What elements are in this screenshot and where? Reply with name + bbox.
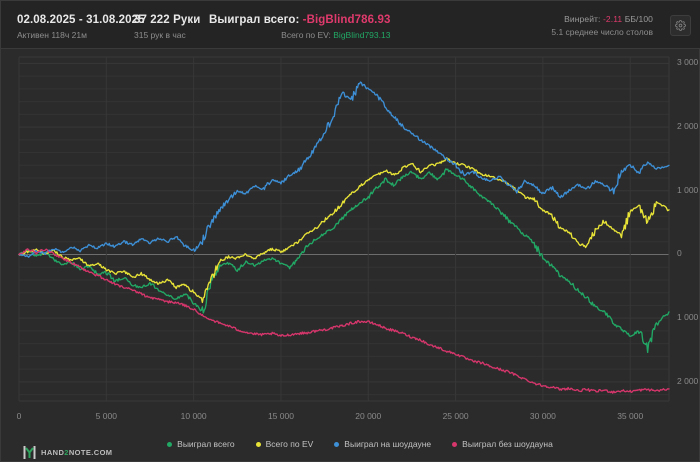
winrate-label: Винрейт: [564,14,601,24]
hands-per-hour-label: 315 рук в час [134,30,186,40]
y-axis-tick-label: 2 000 [677,375,699,386]
x-axis-tick-label: 15 000 [267,411,294,421]
legend-color-dot [452,441,458,447]
watermark-text-a: HAND [41,448,65,457]
won-total-row: Выиграл всего: -BigBlind786.93 [209,14,390,26]
legend-item-ev_total[interactable]: Всего по EV [255,439,314,449]
y-axis-tick-label: 3 000 [677,57,699,68]
x-axis-tick-label: 10 000 [180,411,207,421]
x-axis-tick-label: 35 000 [617,411,644,421]
legend-color-dot [255,441,261,447]
x-axis-tick-label: 0 [16,411,22,421]
ev-total-row: Всего по EV: BigBlind793.13 [209,30,390,40]
stats-header: 02.08.2025 - 31.08.2025 Активен 118ч 21м… [1,1,700,49]
y-axis-tick-label: 2 000 [677,121,699,132]
winrate-unit: ББ/100 [624,14,653,24]
winrate-value: -2.11 [602,14,623,24]
winrate-row: Винрейт: -2.11 ББ/100 [551,14,653,24]
chart-gridlines [18,56,670,402]
hands-count-label: 37 222 Руки [134,14,201,26]
won-total-value: -BigBlind786.93 [302,14,391,26]
hand2note-logo-icon [23,446,36,459]
watermark-text: HAND2NOTE.COM [41,448,112,457]
legend-label: Выиграл без шоудауна [462,439,553,449]
chart-area[interactable]: 3 000 2 000 1 000 0 1 000 2 000 0 5 000 10 000 1… [1,49,700,459]
legend-item-non_showdown[interactable]: Выиграл без шоудауна [452,439,553,449]
chart-series-lines [18,81,670,394]
winnings-block: Выиграл всего: -BigBlind786.93 Всего по … [209,14,390,40]
won-total-label: Выиграл всего: [209,14,300,26]
gear-icon[interactable] [670,15,691,36]
active-time-label: Активен 118ч 21м [17,30,87,40]
legend-label: Выиграл всего [177,439,235,449]
legend-color-dot [334,441,340,447]
x-axis-tick-label: 25 000 [442,411,469,421]
y-axis-tick-label: 1 000 [677,184,699,195]
winrate-block: Винрейт: -2.11 ББ/100 5.1 среднее число … [551,14,653,37]
hand2note-watermark: HAND2NOTE.COM [23,445,112,460]
y-axis-tick-label: 1 000 [677,312,699,323]
chart-legend: Выиграл всего Всего по EV Выиграл на шоуда… [1,435,700,453]
legend-color-dot [167,441,173,447]
date-range-label: 02.08.2025 - 31.08.2025 [17,14,145,26]
x-axis-tick-label: 30 000 [529,411,556,421]
legend-item-showdown[interactable]: Выиграл на шоудауне [334,439,431,449]
y-axis-tick-label: 0 [677,248,682,259]
legend-label: Всего по EV [265,439,314,449]
legend-label: Выиграл на шоудауне [344,439,432,449]
ev-total-label: Всего по EV: [281,30,331,40]
hands-block: 37 222 Руки 315 рук в час [134,14,200,40]
avg-tables-label: 5.1 среднее число столов [551,27,653,37]
watermark-text-c: NOTE.COM [68,448,113,457]
x-axis-tick-label: 5 000 [95,411,117,421]
legend-item-won_total[interactable]: Выиграл всего [167,439,235,449]
watermark-text-b: 2 [64,448,69,457]
ev-total-value: BigBlind793.13 [333,30,391,40]
x-axis-tick-label: 20 000 [355,411,382,421]
date-range-block: 02.08.2025 - 31.08.2025 Активен 118ч 21м [17,14,145,40]
chart-plot [18,56,670,402]
